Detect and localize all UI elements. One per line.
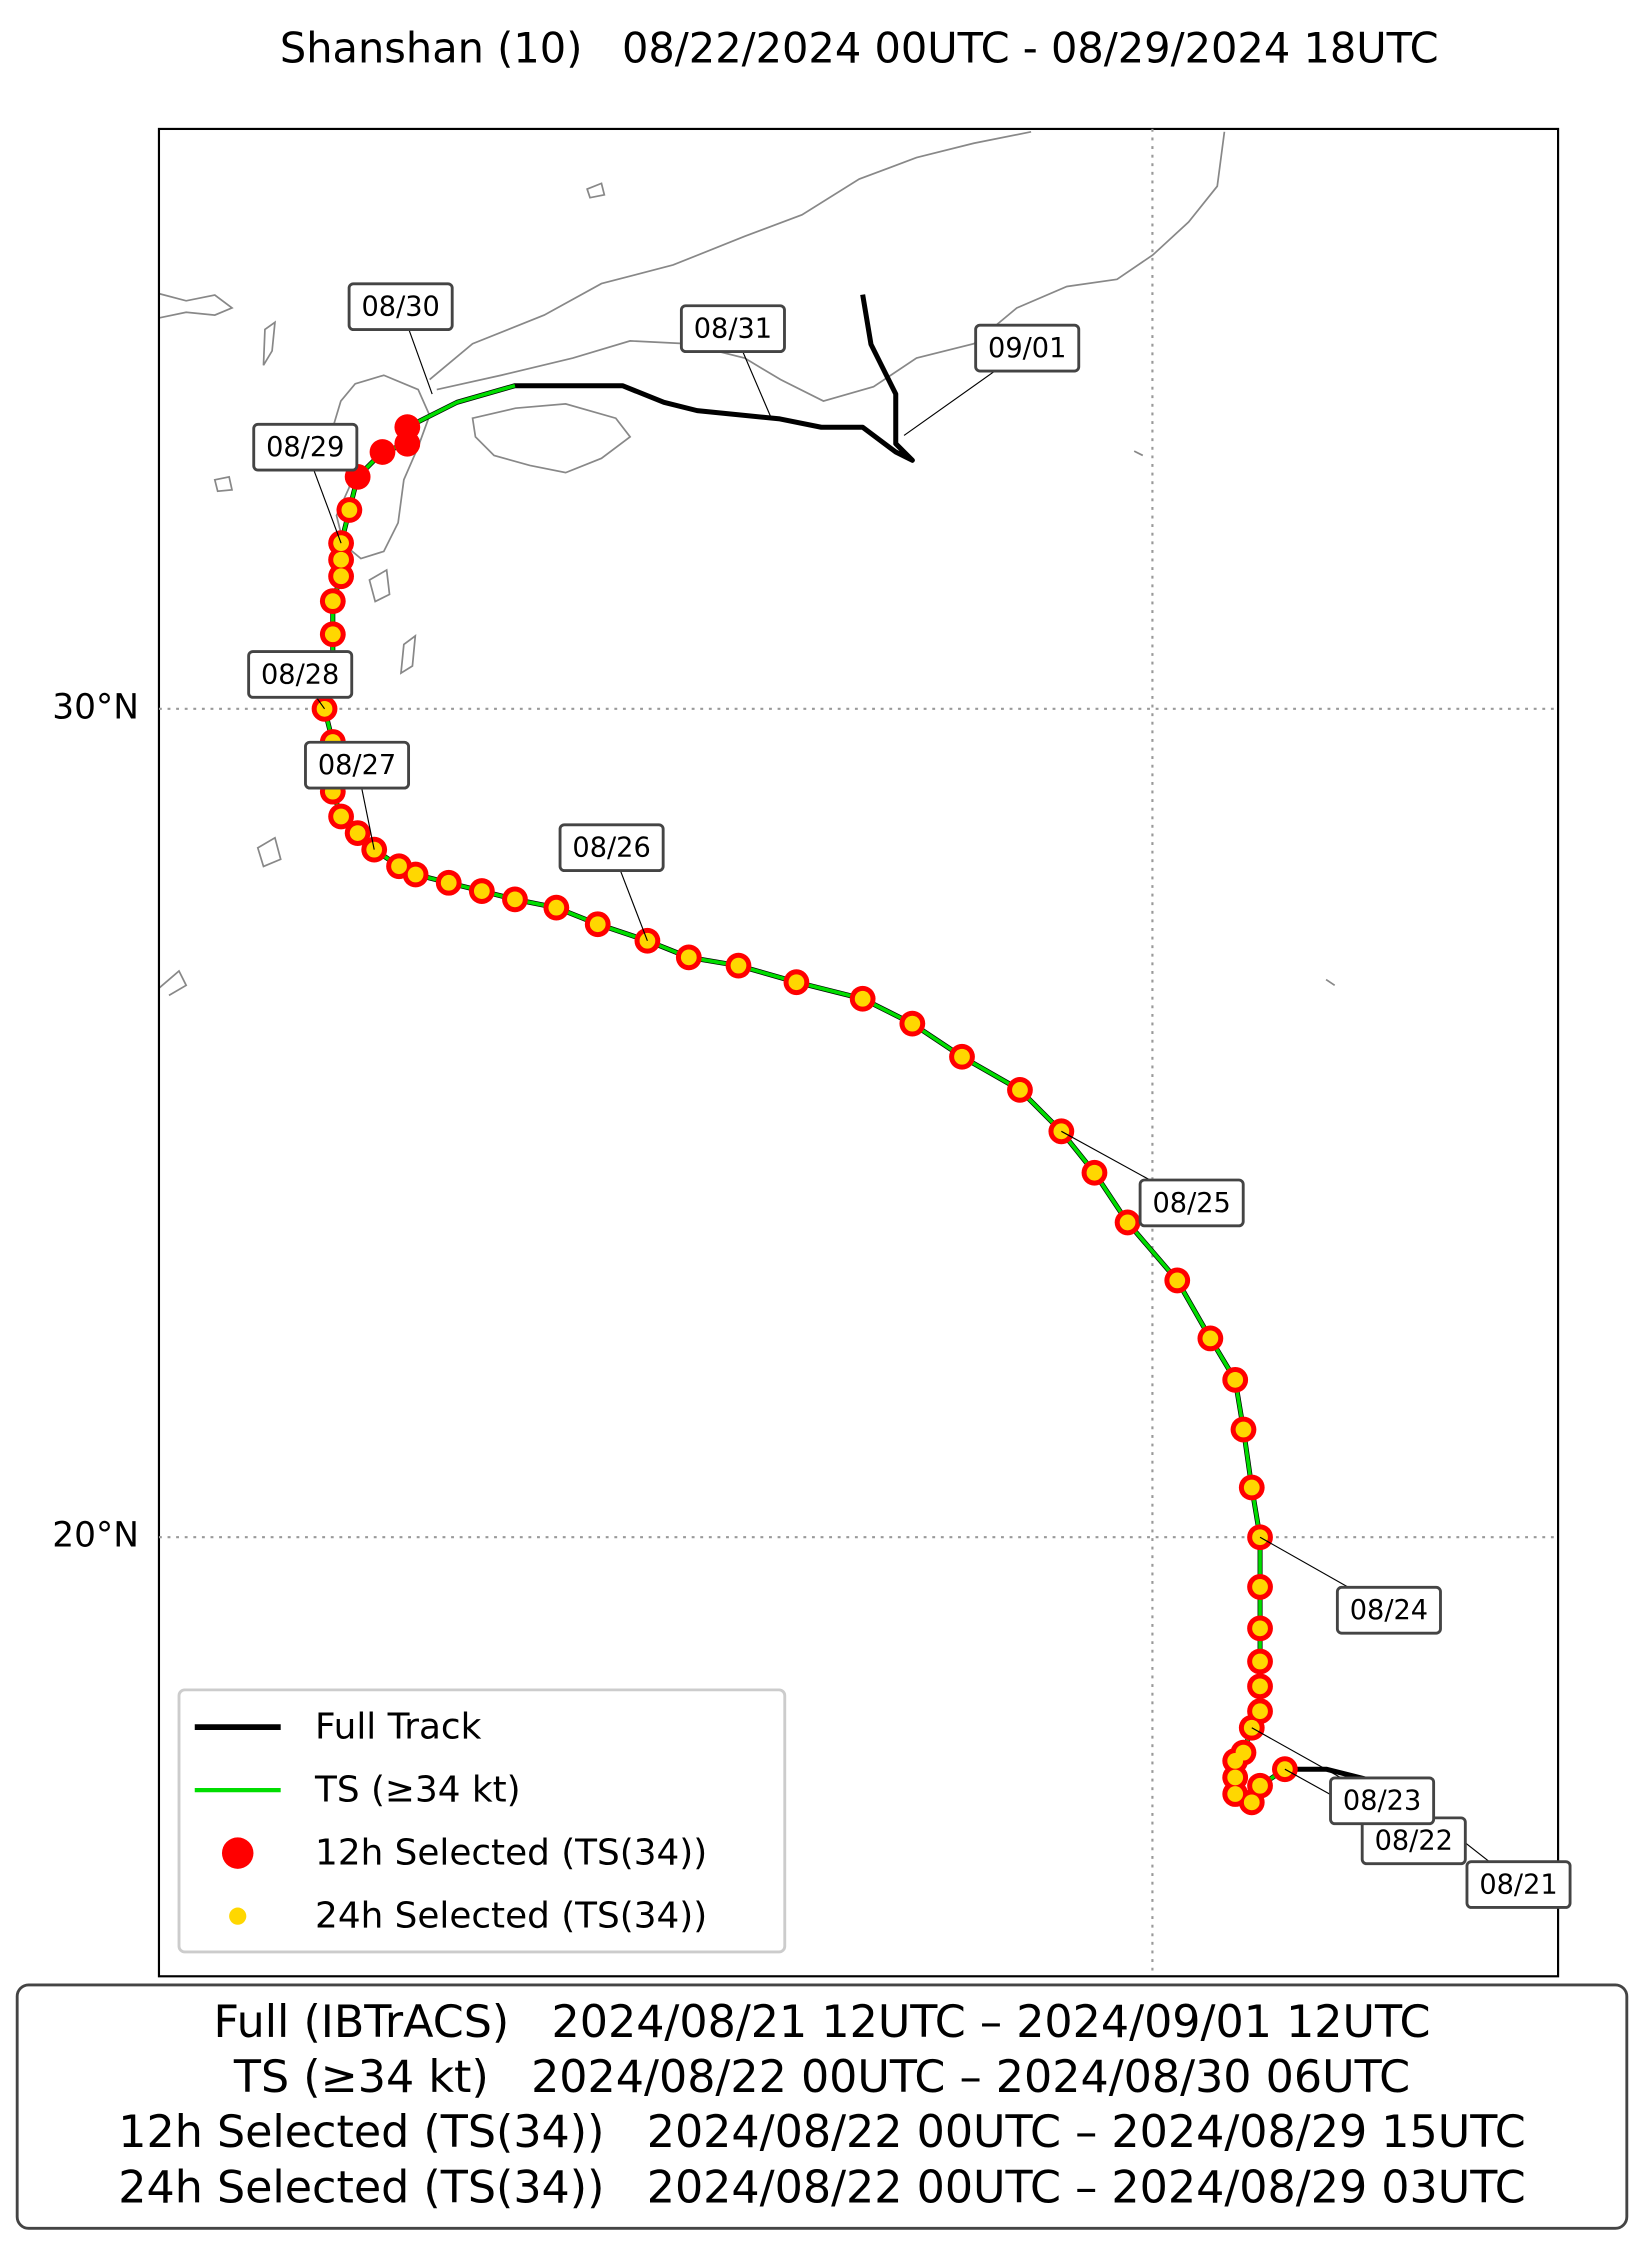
coast [262,320,276,366]
coast [471,403,632,474]
annotation-box [347,282,454,332]
annotation-label: 08/31 [694,314,772,345]
coast [1325,978,1336,987]
plot-layer: 20°N 30°N 08/21 08/22 08/23 08/24 08/25 08/26 08… [15,128,1629,2230]
selected-24h-marker [1202,1330,1219,1347]
annotation-box [1465,1860,1572,1909]
annotation-label: 08/24 [1350,1595,1428,1626]
legend-label: TS (≥34 kt) [314,1770,521,1811]
annotation-label: 08/25 [1152,1188,1230,1219]
coast [586,182,606,199]
selected-24h-marker [324,626,341,643]
selected-24h-marker [1235,1421,1252,1438]
y-tick-label: 30°N [52,687,139,727]
legend-box [177,1688,787,1954]
coast [429,130,1032,381]
selected-24h-marker [1252,1579,1268,1595]
annotation-label: 08/23 [1343,1786,1421,1817]
selected-24h-marker [1086,1164,1103,1181]
coast [436,131,1226,402]
selected-24h-marker [1169,1272,1186,1289]
coast [213,475,234,493]
legend-swatch [221,1837,254,1869]
selected-24h-marker [407,866,424,883]
selected-24h-marker [1012,1082,1028,1098]
selected-24h-marker [1252,1777,1268,1794]
annotation-box [1329,1776,1436,1826]
selected-24h-marker [1235,1744,1252,1761]
selected-24h-marker [391,858,407,875]
selected-24h-marker [1053,1123,1070,1140]
coast [158,292,234,319]
annotation-label: 09/01 [988,333,1066,364]
selected-24h-marker [788,974,805,991]
summary-row: 24h Selected (TS(34)) 2024/08/22 00UTC –… [118,2162,1525,2213]
annotation-box [558,823,665,873]
coast [399,634,417,675]
coast [158,969,188,997]
selected-24h-marker [341,502,358,518]
chart-title: Shanshan (10) 08/22/2024 00UTC - 08/29/2… [280,24,1439,73]
selected-24h-marker [440,874,457,891]
selected-24h-marker [324,593,341,610]
selected-24h-marker [1243,1794,1260,1811]
legend-label: Full Track [315,1707,482,1748]
selected-24h-marker [333,568,349,585]
selected-24h-marker [349,825,366,841]
summary-row: TS (≥34 kt) 2024/08/22 00UTC – 2024/08/3… [233,2052,1410,2103]
selected-24h-marker [1252,1620,1268,1637]
selected-24h-marker [589,916,606,933]
coastline [158,130,1336,997]
summary-row: Full (IBTrACS) 2024/08/21 12UTC – 2024/0… [213,1997,1430,2048]
selected-24h-marker [1227,1371,1244,1388]
selected-24h-marker [333,551,349,568]
selected-24h-marker [1227,1786,1244,1802]
selected-12h-marker [394,414,421,441]
summary-row: 12h Selected (TS(34)) 2024/08/22 00UTC –… [118,2107,1525,2158]
selected-24h-marker [904,1015,921,1032]
selected-24h-marker [473,883,490,899]
y-tick-label: 20°N [52,1516,139,1556]
selected-24h-marker [507,891,523,908]
annotation-label: 08/27 [318,750,396,781]
selected-24h-marker [954,1048,970,1065]
annotation-box [679,304,786,354]
selected-24h-marker [639,932,656,949]
annotation-label: 08/21 [1479,1869,1557,1900]
annotation-label: 08/22 [1375,1826,1453,1857]
selected-24h-marker [680,949,697,966]
coast [256,836,282,868]
selected-24h-marker [1119,1214,1136,1231]
selected-24h-marker [1243,1479,1260,1496]
selected-12h-marker [369,439,396,465]
legend-label: 24h Selected (TS(34)) [315,1896,707,1937]
plot-frame [157,127,1560,1978]
coast [1133,450,1144,457]
annotation-label: 08/29 [266,432,344,463]
annotation-label: 08/30 [361,292,439,323]
selected-24h-marker [730,957,747,974]
selected-24h-marker [1252,1703,1268,1720]
selected-24h-marker [548,899,565,916]
legend-label: 12h Selected (TS(34)) [315,1833,707,1874]
annotation-label: 08/28 [261,659,339,690]
selected-24h-marker [1252,1653,1268,1670]
annotation-box [304,740,411,790]
annotation-box [252,422,359,472]
selected-24h-marker [333,808,349,825]
coast [368,568,391,603]
legend-swatch [229,1907,247,1925]
annotation-box [247,650,354,699]
selected-24h-marker [1252,1678,1268,1695]
summary-box [15,1983,1629,2230]
selected-24h-marker [1227,1769,1244,1786]
annotation-label: 08/26 [572,833,650,864]
annotation-box [974,323,1081,373]
annotation-box [1335,1585,1442,1635]
selected-24h-marker [854,990,871,1007]
annotation-box [1138,1178,1245,1228]
